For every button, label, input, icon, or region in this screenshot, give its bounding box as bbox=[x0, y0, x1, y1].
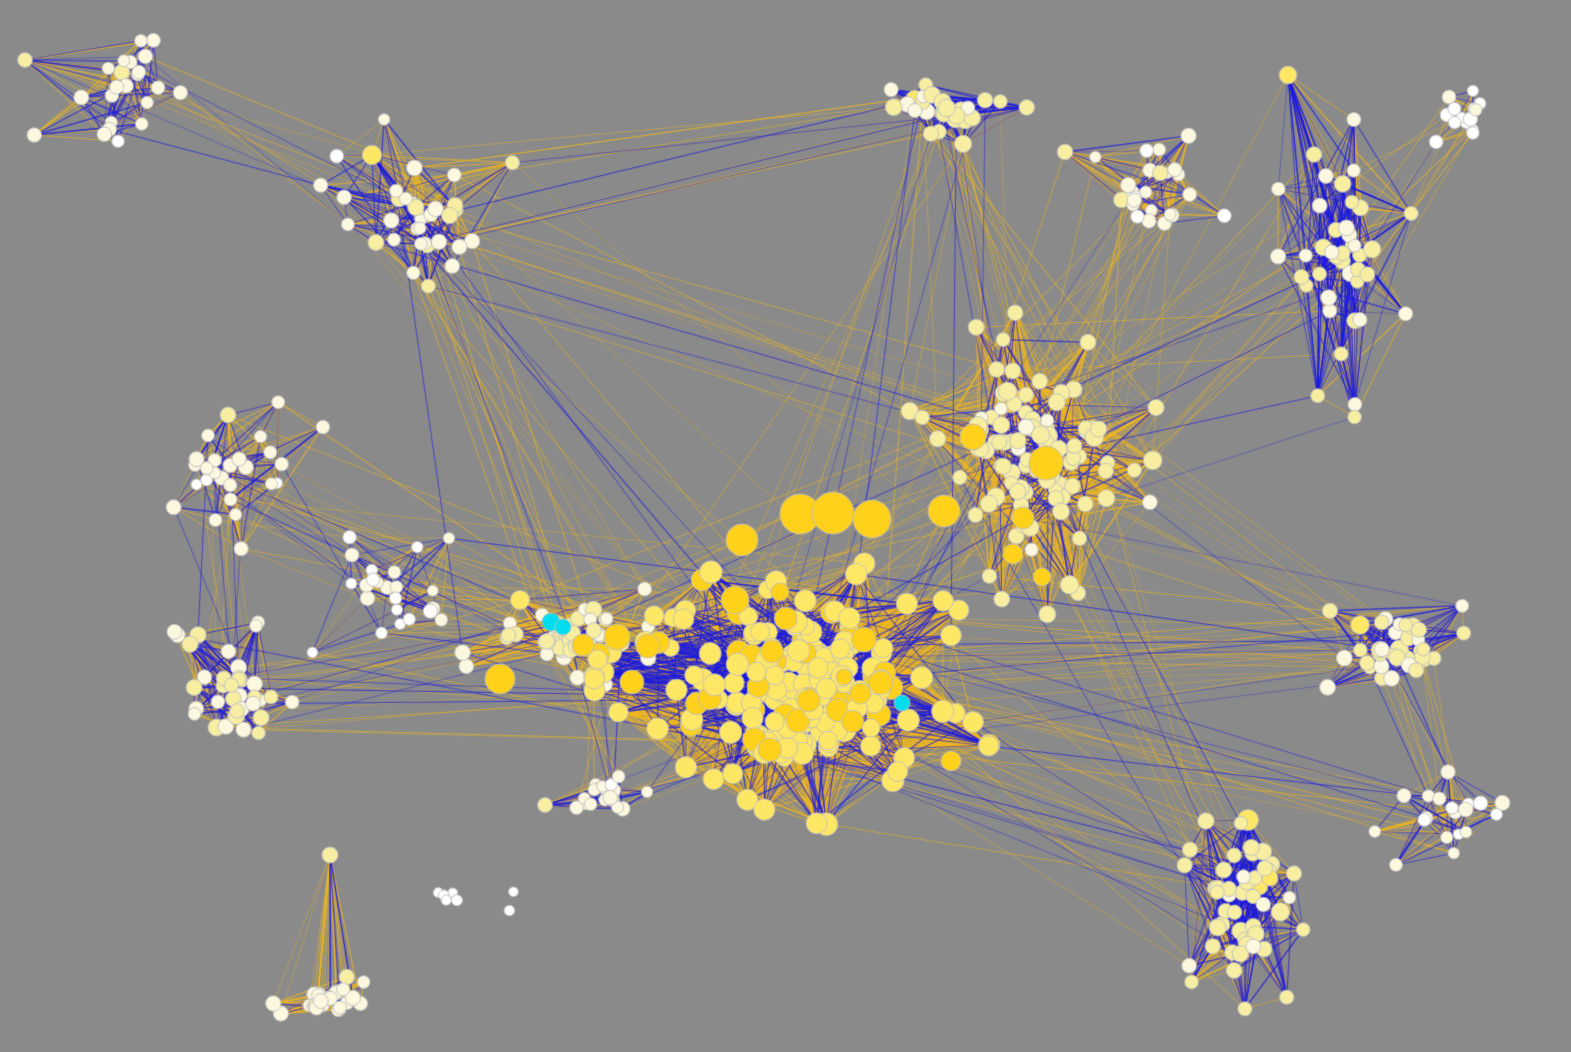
network-graph-visualization bbox=[0, 0, 1571, 1052]
network-graph-canvas[interactable] bbox=[0, 0, 1571, 1052]
